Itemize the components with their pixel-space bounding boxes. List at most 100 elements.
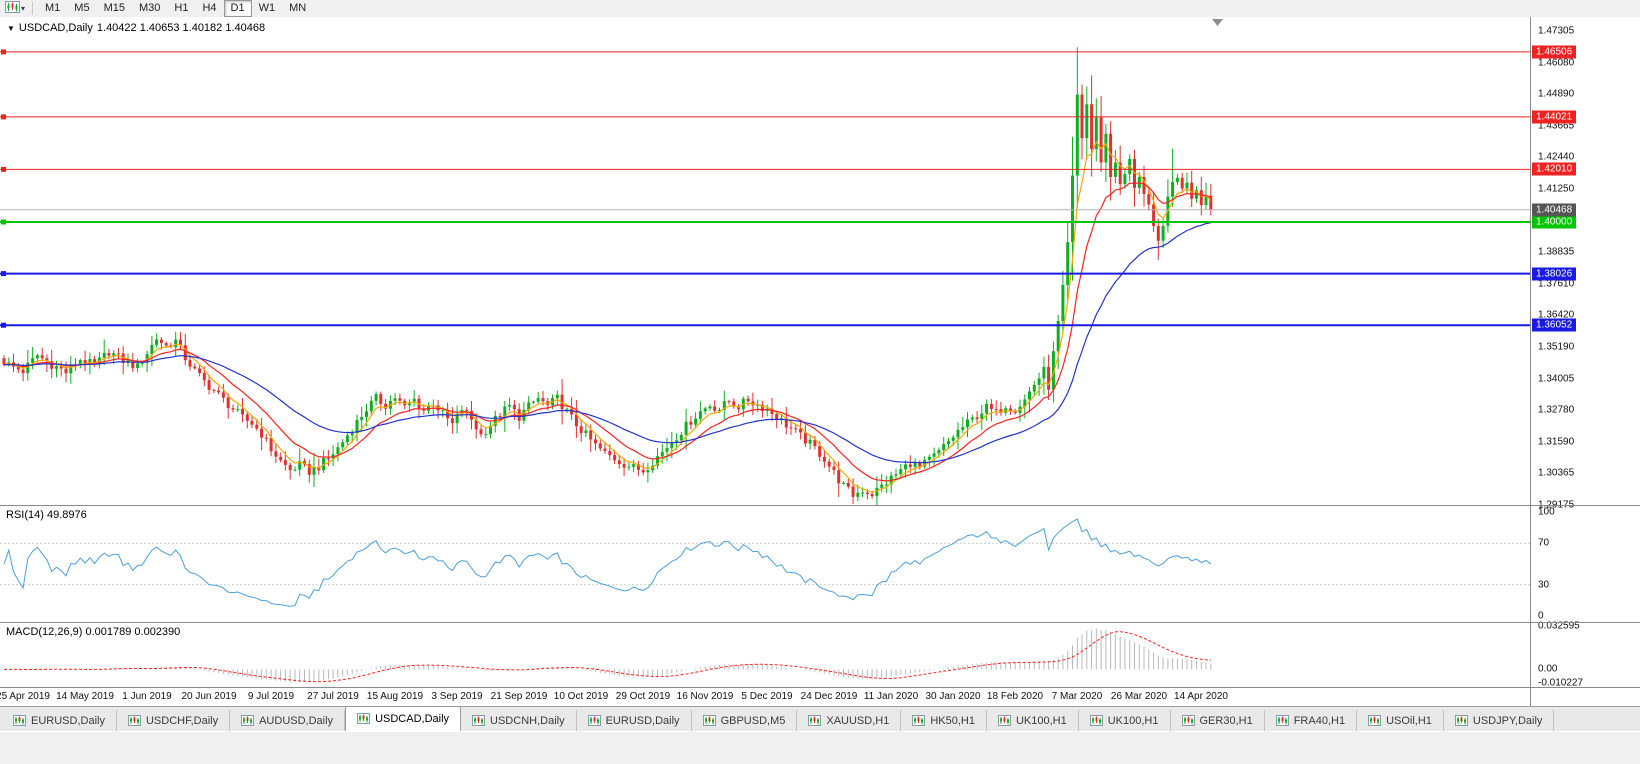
symbol-dropdown-icon[interactable]: ▼ bbox=[7, 23, 15, 33]
main-chart-pane[interactable]: ▼ USDCAD,Daily 1.40422 1.40653 1.40182 1… bbox=[0, 17, 1530, 505]
chart-tab-bar: EURUSD,Daily USDCHF,Daily AUDUSD,Daily USDC… bbox=[0, 706, 1640, 731]
rsi-indicator-pane[interactable]: RSI(14) 49.8976 bbox=[0, 506, 1530, 622]
mini-chart-icon bbox=[808, 715, 822, 726]
mini-chart-icon bbox=[587, 715, 601, 726]
date-axis-label: 21 Sep 2019 bbox=[490, 691, 548, 702]
ohlc-values: 1.40422 1.40653 1.40182 1.40468 bbox=[96, 22, 266, 34]
chart-title: ▼ USDCAD,Daily 1.40422 1.40653 1.40182 1… bbox=[7, 22, 265, 34]
date-axis-label: 26 Mar 2020 bbox=[1110, 691, 1168, 702]
timeframe-button-w1[interactable]: W1 bbox=[258, 2, 276, 14]
macd-svg bbox=[3, 628, 1212, 683]
mini-chart-icon bbox=[1089, 715, 1103, 726]
rsi-level-label: 30 bbox=[1538, 579, 1550, 591]
timeframe-button-d1[interactable]: D1 bbox=[223, 0, 252, 17]
tab-hk50-h1[interactable]: HK50,H1 bbox=[901, 710, 987, 731]
pane-separator[interactable] bbox=[0, 687, 1640, 688]
tab-usdcnh-daily[interactable]: USDCNH,Daily bbox=[461, 710, 577, 731]
tab-fra40-h1[interactable]: FRA40,H1 bbox=[1265, 710, 1358, 731]
price-axis[interactable]: 1.47305 1.46080 1.44890 1.43665 1.42440 1.412… bbox=[1530, 17, 1640, 706]
date-axis-label: 14 Apr 2020 bbox=[1174, 691, 1228, 702]
rsi-level-label: 0 bbox=[1538, 610, 1544, 622]
price-axis-label: 1.34005 bbox=[1538, 373, 1575, 385]
tab-ger30-h1[interactable]: GER30,H1 bbox=[1171, 710, 1265, 731]
timeframe-button-h1[interactable]: H1 bbox=[174, 2, 189, 14]
moving-average-34 bbox=[3, 222, 1211, 464]
date-axis-label: 11 Jan 2020 bbox=[863, 691, 919, 702]
line-handle[interactable] bbox=[1, 49, 6, 55]
tab-usdjpy-daily[interactable]: USDJPY,Daily bbox=[1444, 710, 1555, 731]
date-axis-label: 18 Feb 2020 bbox=[986, 691, 1044, 702]
date-axis-label: 1 Jun 2019 bbox=[122, 691, 172, 702]
chart-type-button[interactable]: ▾ bbox=[3, 0, 27, 18]
timeframe-button-mn[interactable]: MN bbox=[289, 2, 307, 14]
price-tag-1.38026: 1.38026 bbox=[1532, 267, 1577, 281]
price-tag-1.36052: 1.36052 bbox=[1532, 318, 1577, 332]
rsi-svg bbox=[0, 518, 1530, 607]
tab-usoil-h1[interactable]: USOil,H1 bbox=[1357, 710, 1444, 731]
candles bbox=[2, 47, 1213, 505]
date-axis-label: 15 Aug 2019 bbox=[366, 691, 424, 702]
price-axis-label: 1.43665 bbox=[1538, 120, 1575, 132]
date-axis-label: 5 Dec 2019 bbox=[741, 691, 793, 702]
timeframe-button-h4[interactable]: H4 bbox=[202, 2, 217, 14]
moving-average-13 bbox=[3, 182, 1212, 482]
status-bar bbox=[0, 731, 1640, 764]
price-tag-1.44021: 1.44021 bbox=[1532, 110, 1577, 124]
tab-audusd-daily[interactable]: AUDUSD,Daily bbox=[230, 710, 346, 731]
tab-usdcad-daily[interactable]: USDCAD,Daily bbox=[345, 706, 462, 731]
date-axis-label: 9 Jul 2019 bbox=[247, 691, 295, 702]
tab-eurusd-daily[interactable]: EURUSD,Daily bbox=[577, 710, 692, 731]
rsi-line bbox=[3, 518, 1212, 607]
rsi-label: RSI(14) 49.8976 bbox=[6, 509, 87, 521]
date-axis-label: 20 Jun 2019 bbox=[181, 691, 237, 702]
tab-usdchf-daily[interactable]: USDCHF,Daily bbox=[117, 710, 231, 731]
price-axis-label: 1.41250 bbox=[1538, 183, 1575, 195]
tab-label: USOil,H1 bbox=[1386, 714, 1432, 727]
rsi-level-label: 100 bbox=[1538, 506, 1555, 518]
line-handle[interactable] bbox=[1, 322, 6, 328]
line-handle[interactable] bbox=[1, 271, 6, 277]
mini-chart-icon bbox=[997, 715, 1011, 726]
toolbar-separator bbox=[32, 2, 34, 15]
candlestick-chart-icon bbox=[5, 0, 20, 18]
timeframe-buttons-group: M1 M5 M15 M30 H1 H4 D1 W1 MN bbox=[38, 0, 313, 17]
date-axis-label: 24 Dec 2019 bbox=[800, 691, 858, 702]
tab-uk100-h1[interactable]: UK100,H1 bbox=[1079, 710, 1171, 731]
mini-chart-icon bbox=[1454, 715, 1468, 726]
tab-eurusd-daily[interactable]: EURUSD,Daily bbox=[2, 710, 117, 731]
date-axis-label: 25 Apr 2019 bbox=[0, 691, 50, 702]
tab-xauusd-h1[interactable]: XAUUSD,H1 bbox=[797, 710, 902, 731]
price-axis-label: 1.30365 bbox=[1538, 467, 1575, 479]
price-axis-label: 1.37610 bbox=[1538, 278, 1575, 290]
macd-histogram bbox=[8, 628, 1212, 683]
tab-uk100-h1[interactable]: UK100,H1 bbox=[987, 710, 1079, 731]
price-tag-1.46506: 1.46506 bbox=[1532, 45, 1577, 59]
pane-separator[interactable] bbox=[0, 622, 1640, 623]
tab-label: FRA40,H1 bbox=[1293, 714, 1346, 727]
symbol-label: USDCAD,Daily bbox=[18, 22, 93, 34]
mini-chart-icon bbox=[702, 715, 716, 726]
mini-chart-icon bbox=[13, 715, 26, 726]
tab-gbpusd-m5[interactable]: GBPUSD,M5 bbox=[692, 710, 798, 731]
line-handle[interactable] bbox=[1, 114, 6, 120]
chart-shift-marker[interactable] bbox=[1212, 19, 1223, 26]
timeframe-button-m15[interactable]: M15 bbox=[103, 2, 125, 14]
main-chart-svg bbox=[0, 19, 1530, 505]
timeframe-button-m5[interactable]: M5 bbox=[74, 2, 90, 14]
pane-separator[interactable] bbox=[0, 505, 1640, 506]
line-handle[interactable] bbox=[1, 166, 6, 172]
date-axis-label: 10 Oct 2019 bbox=[553, 691, 609, 702]
macd-signal-line bbox=[3, 631, 1211, 683]
date-axis-label: 30 Jan 2020 bbox=[925, 691, 981, 702]
timeframe-button-m30[interactable]: M30 bbox=[138, 2, 161, 14]
mini-chart-icon bbox=[1275, 715, 1289, 726]
line-handle[interactable] bbox=[1, 219, 6, 225]
macd-indicator-pane[interactable]: MACD(12,26,9) 0.001789 0.002390 bbox=[0, 623, 1530, 687]
price-tag-1.40000: 1.40000 bbox=[1532, 215, 1577, 229]
mini-chart-icon bbox=[241, 715, 255, 726]
timeframe-button-m1[interactable]: M1 bbox=[45, 2, 61, 14]
tab-label: XAUUSD,H1 bbox=[826, 714, 890, 727]
price-axis-label: 1.47305 bbox=[1538, 25, 1575, 37]
mini-chart-icon bbox=[1368, 715, 1382, 726]
date-axis[interactable]: 25 Apr 2019 14 May 2019 1 Jun 2019 20 Jun 2… bbox=[0, 688, 1640, 706]
